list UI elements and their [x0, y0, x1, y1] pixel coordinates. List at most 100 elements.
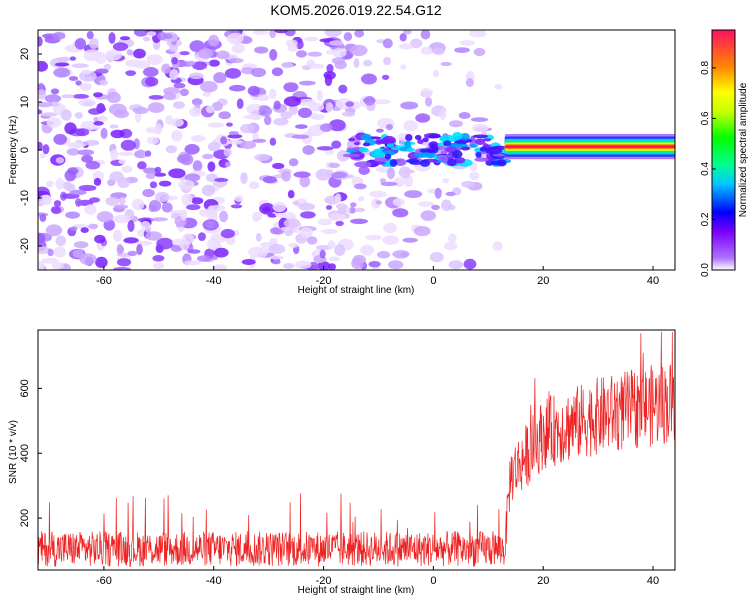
spectrogram-noise-blob	[163, 91, 176, 101]
spectrogram-noise-blob	[68, 76, 79, 81]
spectrogram-noise-blob	[252, 30, 269, 35]
spectrogram-noise-blob	[403, 120, 418, 132]
spectrogram-noise-blob	[189, 107, 202, 117]
spectrogram-burst-blob	[452, 132, 463, 140]
spectrogram-noise-blob	[331, 140, 342, 149]
spectrogram-noise-blob	[131, 198, 145, 211]
spectrogram-noise-blob	[280, 226, 291, 231]
spectrogram-noise-blob	[55, 157, 65, 164]
spectrogram-noise-blob	[103, 63, 112, 70]
spectrogram-noise-blob	[108, 32, 116, 44]
spectrogram-noise-blob	[250, 67, 267, 78]
snr-frame	[37, 329, 676, 571]
spectrogram-noise-blob	[227, 134, 243, 139]
spectrogram-burst-blob	[443, 140, 452, 147]
spectrogram-noise-blob	[51, 261, 64, 270]
snr-xtick-label: -40	[206, 575, 222, 587]
spectrogram-noise-blob	[472, 123, 489, 133]
spectrogram-noise-blob	[71, 63, 89, 68]
spectrogram-noise-blob	[191, 135, 206, 142]
spectrogram-noise-blob	[211, 101, 223, 111]
spectrogram-burst-blob	[404, 140, 411, 149]
spectrogram-xtick-label: -60	[96, 275, 112, 287]
spectrogram-noise-blob	[287, 44, 298, 52]
colorbar-tick-label: 0.6	[700, 111, 711, 125]
spectrogram-noise-blob	[72, 249, 84, 258]
spectrogram-noise-blob	[216, 50, 230, 60]
spectrogram-noise-blob	[121, 165, 133, 173]
spectrogram-noise-blob	[448, 233, 457, 244]
spectrogram-noise-blob	[39, 214, 47, 222]
spectrogram-noise-blob	[269, 137, 277, 146]
spectrogram-noise-blob	[207, 161, 216, 172]
spectrogram-noise-blob	[46, 117, 62, 128]
spectrogram-noise-blob	[288, 242, 299, 248]
snr-xtick-label: -20	[316, 575, 332, 587]
spectrogram-noise-blob	[50, 88, 60, 95]
spectrogram-noise-blob	[143, 167, 158, 174]
spectrogram-noise-blob	[116, 243, 124, 255]
spectrogram-noise-blob	[146, 31, 157, 37]
spectrogram-noise-blob	[38, 232, 46, 244]
spectrogram-noise-blob	[97, 115, 108, 122]
spectrogram-noise-blob	[133, 48, 146, 59]
spectrogram-noise-blob	[95, 52, 107, 64]
spectrogram-noise-blob	[315, 168, 331, 181]
spectrogram-burst-blob	[490, 160, 506, 166]
spectrogram-noise-blob	[319, 249, 326, 259]
spectrogram-noise-blob	[273, 118, 289, 126]
spectrogram-noise-blob	[280, 111, 293, 120]
spectrogram-noise-blob	[388, 260, 404, 270]
spectrogram-noise-blob	[459, 40, 475, 46]
spectrogram-noise-blob	[38, 36, 43, 47]
spectrogram-noise-blob	[169, 44, 179, 53]
spectrogram-burst-blob	[384, 153, 392, 160]
snr-xtick-label: -60	[96, 575, 112, 587]
spectrogram-noise-blob	[255, 233, 262, 242]
spectrogram-burst-blob	[417, 139, 424, 145]
spectrogram-burst-blob	[460, 133, 470, 141]
spectrogram-noise-blob	[379, 178, 386, 184]
snr-series-line	[38, 331, 675, 568]
spectrogram-noise-blob	[38, 261, 45, 270]
spectrogram-noise-blob	[375, 200, 382, 205]
spectrogram-noise-blob	[383, 56, 391, 66]
spectrogram-noise-blob	[64, 122, 77, 135]
spectrogram-noise-blob	[207, 141, 221, 152]
spectrogram-noise-blob	[158, 180, 172, 187]
spectrogram-noise-blob	[161, 202, 173, 213]
spectrogram-noise-blob	[95, 256, 108, 268]
spectrogram-noise-blob	[46, 180, 54, 188]
spectrogram-noise-blob	[70, 226, 78, 231]
spectral-line	[504, 134, 675, 160]
spectrogram-noise-blob	[119, 36, 131, 41]
spectrogram-burst-blob	[391, 146, 400, 151]
spectrogram-noise-blob	[288, 104, 298, 115]
spectrogram-noise-blob	[208, 34, 220, 47]
spectrogram-noise-blob	[184, 144, 200, 155]
spectrogram-noise-blob	[226, 32, 244, 45]
spectrogram-noise-blob	[142, 36, 151, 42]
spectrogram-noise-blob	[65, 211, 80, 219]
spectrogram-burst-blob	[370, 150, 385, 159]
spectrogram-noise-blob	[202, 153, 214, 160]
spectrogram-noise-blob	[328, 213, 346, 222]
spectrogram-noise-blob	[145, 172, 156, 180]
spectrogram-noise-blob	[60, 109, 72, 121]
spectrogram-noise-blob	[341, 111, 356, 117]
spectrogram-noise-blob	[328, 40, 344, 46]
spectrogram-noise-blob	[434, 187, 442, 199]
spectrogram-noise-blob	[187, 249, 201, 254]
spectrogram-noise-blob	[38, 246, 51, 255]
spectrogram-noise-blob	[259, 245, 268, 258]
spectrogram-burst-blob	[354, 161, 372, 168]
spectrogram-noise-blob	[324, 30, 342, 37]
spectrogram-noise-blob	[72, 94, 90, 99]
spectrogram-noise-blob	[320, 228, 338, 235]
spectrogram-noise-blob	[334, 193, 342, 204]
snr-y-label: SNR (10 * v/v)	[8, 420, 19, 484]
spectrogram-noise-blob	[449, 120, 463, 128]
spectrogram-noise-blob	[156, 237, 174, 250]
spectrogram-noise-blob	[117, 177, 130, 189]
spectrogram-noise-blob	[179, 239, 190, 251]
